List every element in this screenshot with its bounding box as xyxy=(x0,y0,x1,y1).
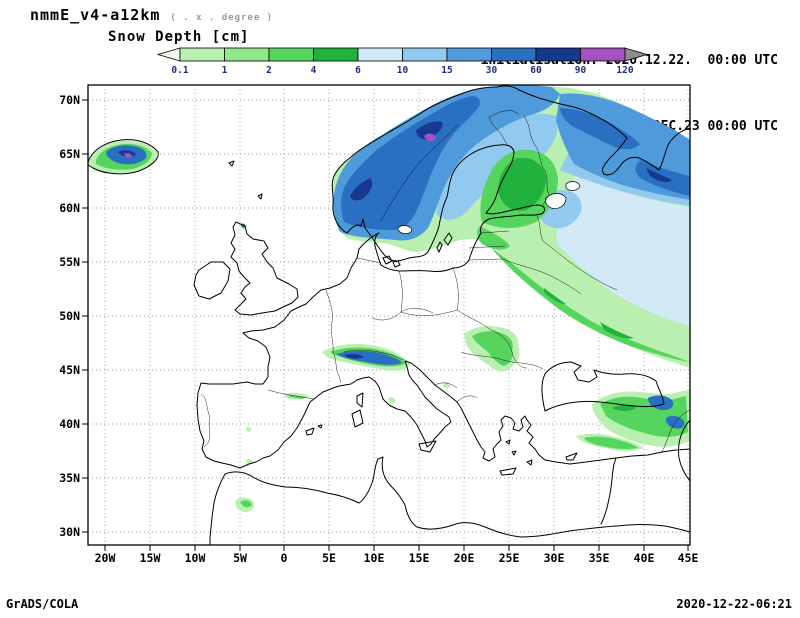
lon-axis: 20W 15W 10W 5W 0 5E 10E 15E 20E 25E 30E … xyxy=(95,551,699,565)
model-title: nmmE_v4-a12km ( . x . degree ) xyxy=(30,6,273,24)
lon-label: 5E xyxy=(322,551,336,565)
lon-label: 40E xyxy=(634,551,655,565)
creation-timestamp: 2020-12-22-06:21 xyxy=(676,597,792,611)
colorbar-label: 0.1 xyxy=(171,65,188,76)
snow-shading xyxy=(88,85,690,513)
colorbar-label: 10 xyxy=(397,65,409,76)
colorbar-arrow-above xyxy=(624,47,649,62)
snow-shading-30-60cm xyxy=(106,96,690,429)
lat-label: 60N xyxy=(59,201,80,215)
lat-label: 30N xyxy=(59,525,80,539)
colorbar-label: 4 xyxy=(311,65,317,76)
lat-label: 50N xyxy=(59,309,80,323)
colorbar: 0.1 1 2 4 6 10 15 30 60 90 120 xyxy=(156,47,649,76)
snow-shading-6-10cm xyxy=(556,172,690,326)
colorbar-labels: 0.1 1 2 4 6 10 15 30 60 90 120 xyxy=(171,65,633,76)
lon-label: 15W xyxy=(140,551,161,565)
colorbar-label: 120 xyxy=(616,65,633,76)
lat-label: 55N xyxy=(59,255,80,269)
lon-label: 20W xyxy=(95,551,116,565)
lon-label: 5W xyxy=(233,551,247,565)
lon-label: 0 xyxy=(281,551,288,565)
variable-title: Snow Depth [cm] xyxy=(108,29,250,45)
colorbar-label: 90 xyxy=(575,65,587,76)
colorbar-label: 30 xyxy=(486,65,498,76)
resolution-note: ( . x . degree ) xyxy=(170,13,274,23)
lat-label: 45N xyxy=(59,363,80,377)
lon-label: 25E xyxy=(499,551,520,565)
colorbar-segments xyxy=(156,47,649,62)
colorbar-label: 1 xyxy=(222,65,228,76)
colorbar-label: 2 xyxy=(266,65,272,76)
lon-label: 20E xyxy=(454,551,475,565)
model-name: nmmE_v4-a12km xyxy=(30,6,161,24)
lat-label: 35N xyxy=(59,471,80,485)
lon-label: 10E xyxy=(364,551,385,565)
lat-label: 65N xyxy=(59,147,80,161)
snow-shading-4-6cm xyxy=(498,157,636,411)
lat-label: 40N xyxy=(59,417,80,431)
lon-label: 35E xyxy=(589,551,610,565)
colorbar-label: 15 xyxy=(441,65,453,76)
coastlines xyxy=(87,85,691,546)
lat-label: 70N xyxy=(59,93,80,107)
axis-ticks xyxy=(82,99,689,551)
map-frame xyxy=(87,84,691,546)
colorbar-label: 6 xyxy=(355,65,361,76)
colorbar-label: 60 xyxy=(530,65,542,76)
lakes xyxy=(397,181,581,235)
country-borders xyxy=(200,109,691,453)
lon-label: 10W xyxy=(185,551,206,565)
grads-credit: GrADS/COLA xyxy=(6,597,79,611)
lon-label: 45E xyxy=(678,551,699,565)
lon-label: 30E xyxy=(544,551,565,565)
lon-label: 15E xyxy=(409,551,430,565)
lat-axis: 70N 65N 60N 55N 50N 45N 40N 35N 30N xyxy=(59,93,80,539)
